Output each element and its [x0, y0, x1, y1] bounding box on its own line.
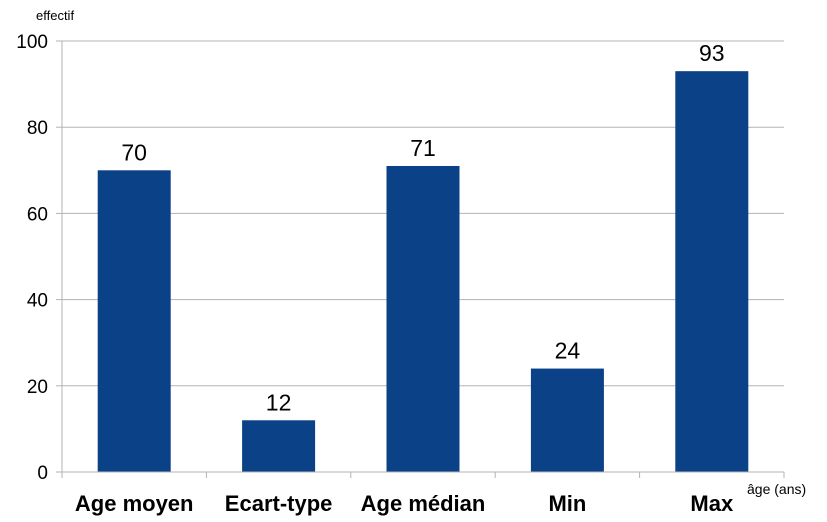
- y-tick-label: 80: [27, 118, 48, 139]
- y-axis-label: effectif: [36, 8, 74, 23]
- x-tick-label: Max: [690, 491, 734, 516]
- data-label: 12: [266, 389, 292, 415]
- x-tick-label: Age moyen: [75, 491, 194, 516]
- y-tick-label: 40: [27, 291, 48, 312]
- y-tick-label: 0: [37, 463, 48, 484]
- x-tick-label: Age médian: [361, 491, 486, 516]
- data-labels: 70 12 71 24 93: [121, 40, 724, 415]
- data-label: 24: [555, 338, 581, 364]
- bar: [675, 71, 749, 473]
- bar: [530, 368, 604, 472]
- x-tick-label: Min: [548, 491, 586, 516]
- data-label: 70: [121, 139, 147, 165]
- y-tick-label: 100: [16, 32, 48, 53]
- bars: [97, 71, 749, 473]
- x-tick-labels: Age moyen Ecart-type Age médian Min Max: [75, 491, 734, 516]
- y-tick-label: 20: [27, 377, 48, 398]
- data-label: 93: [699, 40, 725, 66]
- x-tick-label: Ecart-type: [225, 491, 333, 516]
- bar: [97, 170, 171, 473]
- y-tick-label: 60: [27, 204, 48, 225]
- bar: [242, 420, 316, 472]
- y-tick-labels: 0 20 40 60 80 100: [16, 32, 62, 484]
- bar: [386, 165, 460, 473]
- x-axis-label: âge (ans): [747, 481, 806, 497]
- data-label: 71: [410, 135, 436, 161]
- axes: [61, 41, 785, 478]
